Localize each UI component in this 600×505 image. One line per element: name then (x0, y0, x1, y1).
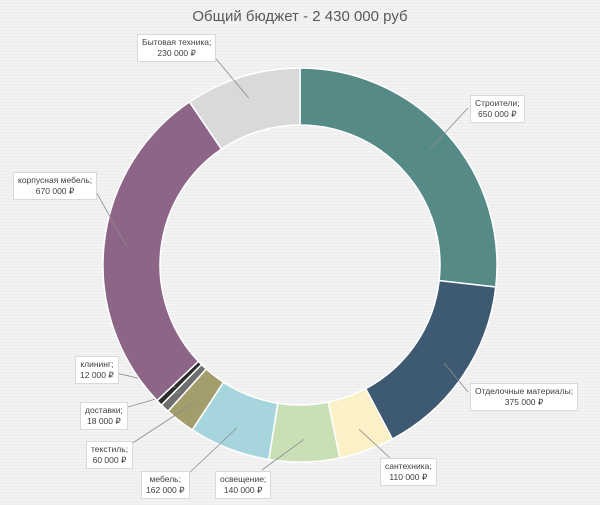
leader-line-osveshchenie (261, 439, 305, 471)
data-label-kliining: клининг; 12 000 ₽ (75, 356, 119, 384)
data-label-otdelochnye-materialy: Отделочные материалы; 375 000 ₽ (470, 383, 579, 411)
data-label-bytovaya-tekhnika: Бытовая техника; 230 000 ₽ (137, 34, 217, 62)
donut-slice-otdelochnye-materialy (364, 279, 497, 441)
leader-line-santekhnika (358, 428, 391, 459)
data-label-osveshchenie: освещение; 140 000 ₽ (215, 471, 272, 499)
data-label-stroiteli: Строители; 650 000 ₽ (470, 95, 525, 123)
leader-line-otdelochnye-materialy (443, 362, 469, 393)
leader-line-korpusnaya-mebel (93, 187, 127, 247)
data-label-korpusnaya-mebel: корпусная мебель; 670 000 ₽ (13, 172, 98, 200)
leader-line-bytovaya-tekhnika (211, 53, 250, 99)
data-label-santekhnika: сантехника; 110 000 ₽ (380, 458, 437, 486)
donut-slice-stroiteli (299, 67, 498, 288)
data-label-dostavki: доставки; 18 000 ₽ (80, 402, 128, 430)
donut-slice-osveshchenie (267, 401, 341, 463)
donut-slice-korpusnaya-mebel (102, 100, 223, 402)
leader-line-mebel (185, 427, 238, 477)
data-label-tekstil: текстиль; 60 000 ₽ (86, 441, 133, 469)
leader-line-tekstil (127, 402, 194, 447)
leader-line-stroiteli (429, 107, 469, 149)
chart-title: Общий бюджет - 2 430 000 руб (192, 8, 408, 25)
data-label-mebel: мебель; 162 000 ₽ (141, 471, 190, 499)
donut-slice-bytovaya-tekhnika (188, 67, 301, 151)
